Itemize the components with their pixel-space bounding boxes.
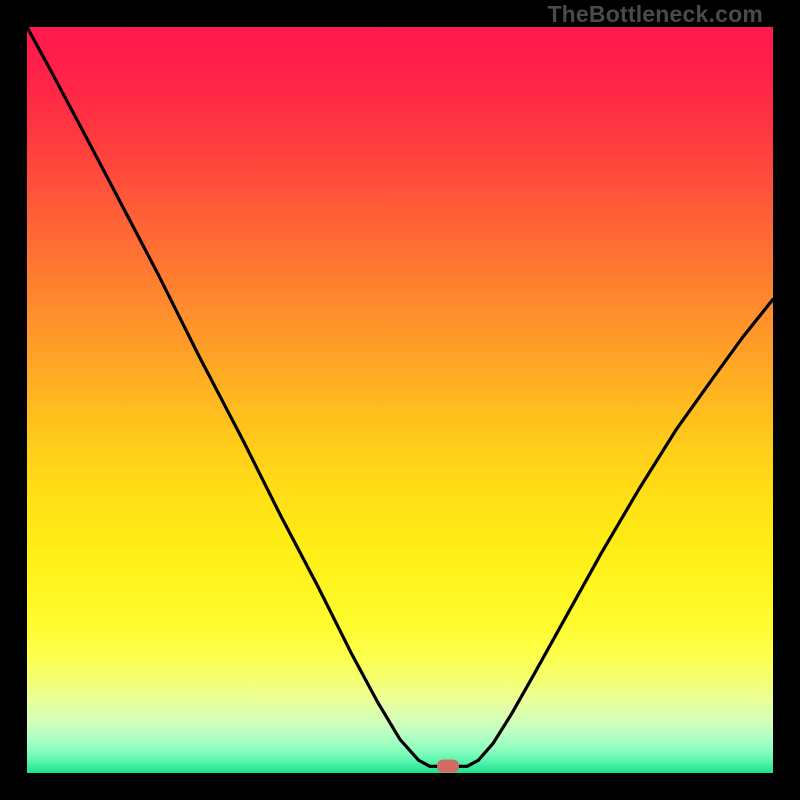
plot-area xyxy=(27,27,773,773)
curve-svg xyxy=(27,27,773,773)
chart-frame: TheBottleneck.com xyxy=(0,0,800,800)
minimum-marker xyxy=(437,760,459,773)
gradient-background xyxy=(27,27,773,773)
watermark-label: TheBottleneck.com xyxy=(547,1,763,28)
